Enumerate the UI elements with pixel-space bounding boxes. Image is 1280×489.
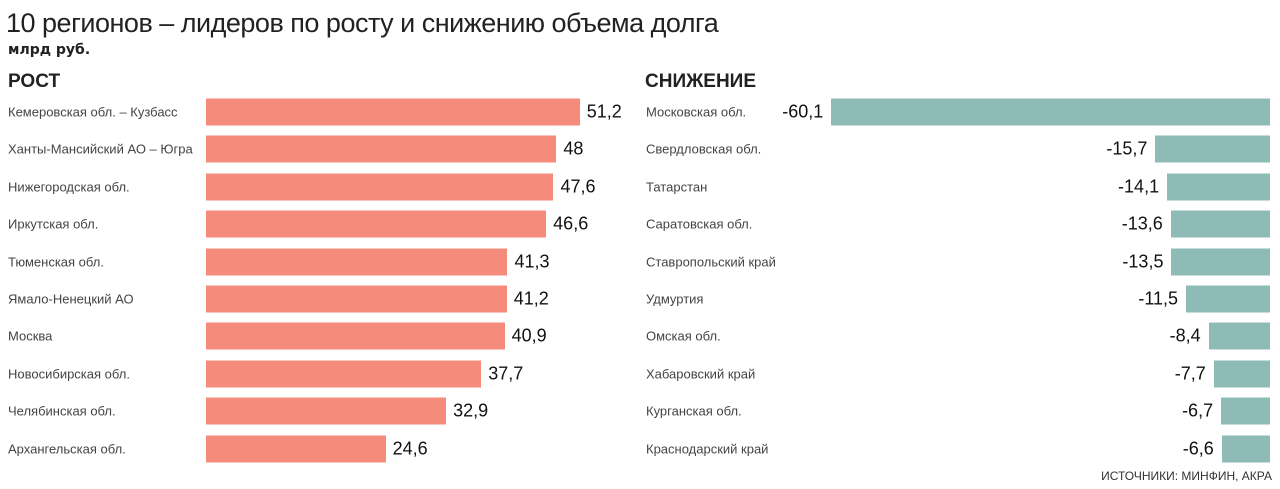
decline-bar	[1170, 210, 1270, 238]
data-label: 32,9	[453, 400, 489, 421]
source-note: ИСТОЧНИКИ: МИНФИН, АКРА	[1101, 469, 1272, 483]
growth-bar	[206, 285, 507, 313]
data-label: 48	[563, 138, 584, 159]
growth-bar	[206, 135, 557, 163]
category-label: Татарстан	[646, 179, 708, 195]
category-label: Хабаровский край	[646, 366, 756, 382]
category-label: Тюменская обл.	[8, 254, 104, 270]
category-label: Удмуртия	[646, 291, 704, 307]
data-label: 41,3	[514, 251, 550, 272]
category-label: Нижегородская обл.	[8, 179, 130, 195]
decline-bar	[1186, 285, 1270, 313]
data-label: 51,2	[586, 101, 622, 122]
growth-bar	[206, 173, 554, 201]
data-label: -6,6	[1182, 438, 1214, 459]
category-label: Свердловская обл.	[646, 141, 762, 157]
data-label: -13,5	[1122, 251, 1164, 272]
data-label: 47,6	[560, 176, 596, 197]
category-label: Ставропольский край	[646, 254, 776, 270]
growth-bar	[206, 98, 580, 126]
data-label: -6,7	[1182, 400, 1214, 421]
category-label: Новосибирская обл.	[8, 366, 130, 382]
data-label: -13,6	[1121, 213, 1163, 234]
decline-bar	[1208, 322, 1270, 350]
category-label: Москва	[8, 328, 53, 344]
decline-bar	[1167, 173, 1270, 201]
category-label: Краснодарский край	[646, 441, 769, 457]
category-label: Архангельская обл.	[8, 441, 126, 457]
category-label: Курганская обл.	[646, 403, 742, 419]
data-label: -8,4	[1169, 325, 1201, 346]
growth-bar	[206, 210, 547, 238]
data-label: 37,7	[488, 363, 524, 384]
category-label: Челябинская обл.	[8, 403, 116, 419]
data-label: -7,7	[1174, 363, 1206, 384]
decline-bar	[1171, 248, 1270, 276]
data-label: -14,1	[1118, 176, 1160, 197]
decline-bar	[1155, 135, 1270, 163]
category-label: Ханты-Мансийский АО – Югра	[8, 141, 193, 157]
data-label: -15,7	[1106, 138, 1148, 159]
data-label: 40,9	[511, 325, 547, 346]
growth-bar	[206, 435, 386, 463]
unit-label: млрд руб.	[8, 42, 91, 58]
growth-section-title: РОСТ	[8, 71, 61, 92]
data-label: 46,6	[553, 213, 589, 234]
growth-bar	[206, 322, 505, 350]
growth-bar	[206, 248, 508, 276]
category-label: Омская обл.	[646, 328, 721, 344]
decline-section-title: СНИЖЕНИЕ	[645, 71, 756, 92]
growth-bar	[206, 397, 447, 425]
category-label: Ямало-Ненецкий АО	[8, 291, 134, 307]
data-label: 24,6	[392, 438, 428, 459]
category-label: Иркутская обл.	[8, 216, 99, 232]
decline-bar	[1213, 360, 1270, 388]
category-label: Саратовская обл.	[646, 216, 753, 232]
chart-title: 10 регионов – лидеров по росту и снижени…	[6, 8, 719, 38]
data-label: -60,1	[782, 101, 824, 122]
growth-bar	[206, 360, 482, 388]
data-label: 41,2	[513, 288, 549, 309]
category-label: Московская обл.	[646, 104, 747, 120]
decline-bar	[1221, 435, 1270, 463]
category-label: Кемеровская обл. – Кузбасс	[8, 104, 178, 120]
data-label: -11,5	[1138, 288, 1179, 309]
decline-bar	[1221, 397, 1270, 425]
decline-bar	[831, 98, 1270, 126]
